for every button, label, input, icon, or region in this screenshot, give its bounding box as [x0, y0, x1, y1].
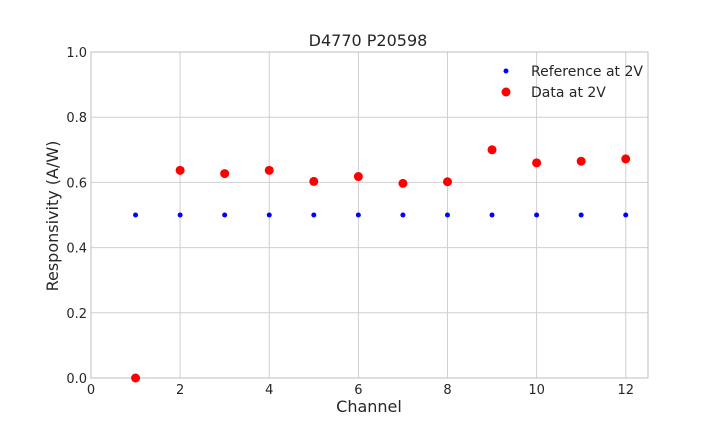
- reference-point: [444, 212, 450, 218]
- reference-point: [534, 212, 540, 218]
- data-point: [309, 176, 319, 186]
- data-point: [131, 373, 141, 383]
- data-point: [487, 145, 497, 155]
- plot-frame: [90, 51, 649, 379]
- reference-point: [177, 212, 183, 218]
- x-tick-label: 8: [443, 383, 451, 398]
- x-tick-label: 6: [354, 383, 362, 398]
- reference-point: [133, 212, 139, 218]
- data-point: [621, 154, 631, 164]
- legend-marker-data: [501, 87, 511, 97]
- reference-point: [266, 212, 272, 218]
- reference-point: [311, 212, 317, 218]
- reference-point: [222, 212, 228, 218]
- data-point: [353, 172, 363, 182]
- reference-point: [355, 212, 361, 218]
- data-point: [398, 178, 408, 188]
- data-series: [131, 145, 631, 383]
- series-data: [131, 145, 631, 383]
- x-tick-label: 10: [528, 383, 545, 398]
- y-tick-label: 0.2: [66, 307, 87, 322]
- reference-point: [489, 212, 495, 218]
- x-axis-label: Channel: [336, 397, 402, 416]
- y-axis-label: Responsivity (A/W): [43, 141, 62, 292]
- data-point: [442, 177, 452, 187]
- data-point: [220, 169, 230, 179]
- data-point: [532, 158, 542, 168]
- y-tick-label: 0.6: [66, 176, 87, 191]
- legend-label-data: Data at 2V: [531, 85, 606, 101]
- reference-point: [623, 212, 629, 218]
- x-tick-label: 4: [265, 383, 273, 398]
- reference-point: [400, 212, 406, 218]
- y-tick-label: 0.0: [66, 372, 87, 387]
- reference-point: [578, 212, 584, 218]
- chart-title: D4770 P20598: [309, 31, 428, 50]
- y-tick-label: 0.8: [66, 111, 87, 126]
- x-tick-label: 0: [87, 383, 95, 398]
- legend-label-reference: Reference at 2V: [531, 64, 643, 80]
- y-tick-label: 1.0: [66, 46, 87, 61]
- data-point: [576, 156, 586, 166]
- legend-marker-reference: [503, 68, 509, 74]
- series-reference: [133, 212, 629, 218]
- tick-labels: 0 2 4 6 8 10 12 0.0 0.2 0.4 0.6 0.8 1.0: [66, 46, 634, 398]
- data-point: [175, 165, 185, 175]
- x-tick-label: 12: [617, 383, 634, 398]
- x-tick-label: 2: [176, 383, 184, 398]
- data-point: [264, 165, 274, 175]
- y-tick-label: 0.4: [66, 242, 87, 257]
- legend: Reference at 2V Data at 2V: [501, 64, 643, 101]
